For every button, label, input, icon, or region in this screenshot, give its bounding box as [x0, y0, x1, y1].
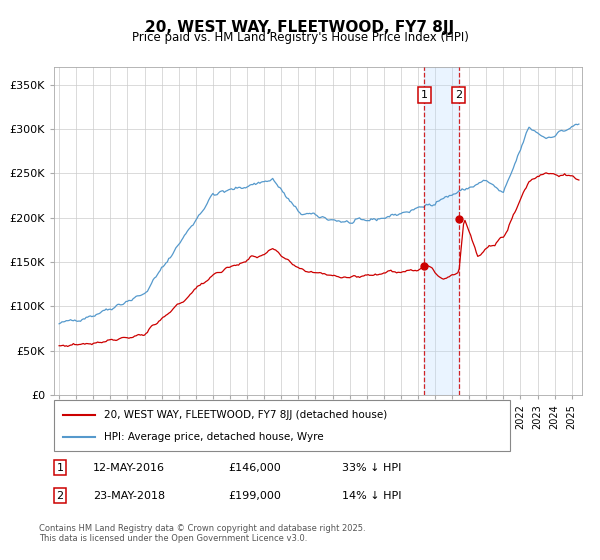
Text: 2: 2 — [455, 90, 463, 100]
Text: 33% ↓ HPI: 33% ↓ HPI — [342, 463, 401, 473]
Text: £146,000: £146,000 — [228, 463, 281, 473]
Text: 12-MAY-2016: 12-MAY-2016 — [93, 463, 165, 473]
Text: 1: 1 — [56, 463, 64, 473]
Text: Contains HM Land Registry data © Crown copyright and database right 2025.
This d: Contains HM Land Registry data © Crown c… — [39, 524, 365, 543]
Text: 23-MAY-2018: 23-MAY-2018 — [93, 491, 165, 501]
Text: HPI: Average price, detached house, Wyre: HPI: Average price, detached house, Wyre — [104, 432, 324, 442]
Text: 2: 2 — [56, 491, 64, 501]
Text: Price paid vs. HM Land Registry's House Price Index (HPI): Price paid vs. HM Land Registry's House … — [131, 31, 469, 44]
Text: £199,000: £199,000 — [228, 491, 281, 501]
Bar — [424, 67, 459, 395]
FancyBboxPatch shape — [54, 400, 510, 451]
Text: 20, WEST WAY, FLEETWOOD, FY7 8JJ (detached house): 20, WEST WAY, FLEETWOOD, FY7 8JJ (detach… — [104, 409, 388, 419]
Text: 14% ↓ HPI: 14% ↓ HPI — [342, 491, 401, 501]
Text: 20, WEST WAY, FLEETWOOD, FY7 8JJ: 20, WEST WAY, FLEETWOOD, FY7 8JJ — [145, 20, 455, 35]
Text: 1: 1 — [421, 90, 428, 100]
